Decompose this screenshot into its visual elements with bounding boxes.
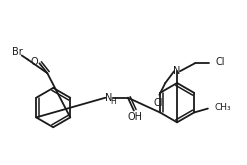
Text: H: H (110, 97, 116, 106)
Text: O: O (31, 57, 38, 67)
Text: CH₃: CH₃ (215, 103, 231, 112)
Text: N: N (173, 66, 181, 76)
Text: N: N (104, 93, 112, 103)
Text: Cl: Cl (215, 57, 225, 67)
Text: Br: Br (12, 47, 23, 57)
Text: OH: OH (127, 112, 142, 122)
Text: Cl: Cl (154, 98, 163, 108)
